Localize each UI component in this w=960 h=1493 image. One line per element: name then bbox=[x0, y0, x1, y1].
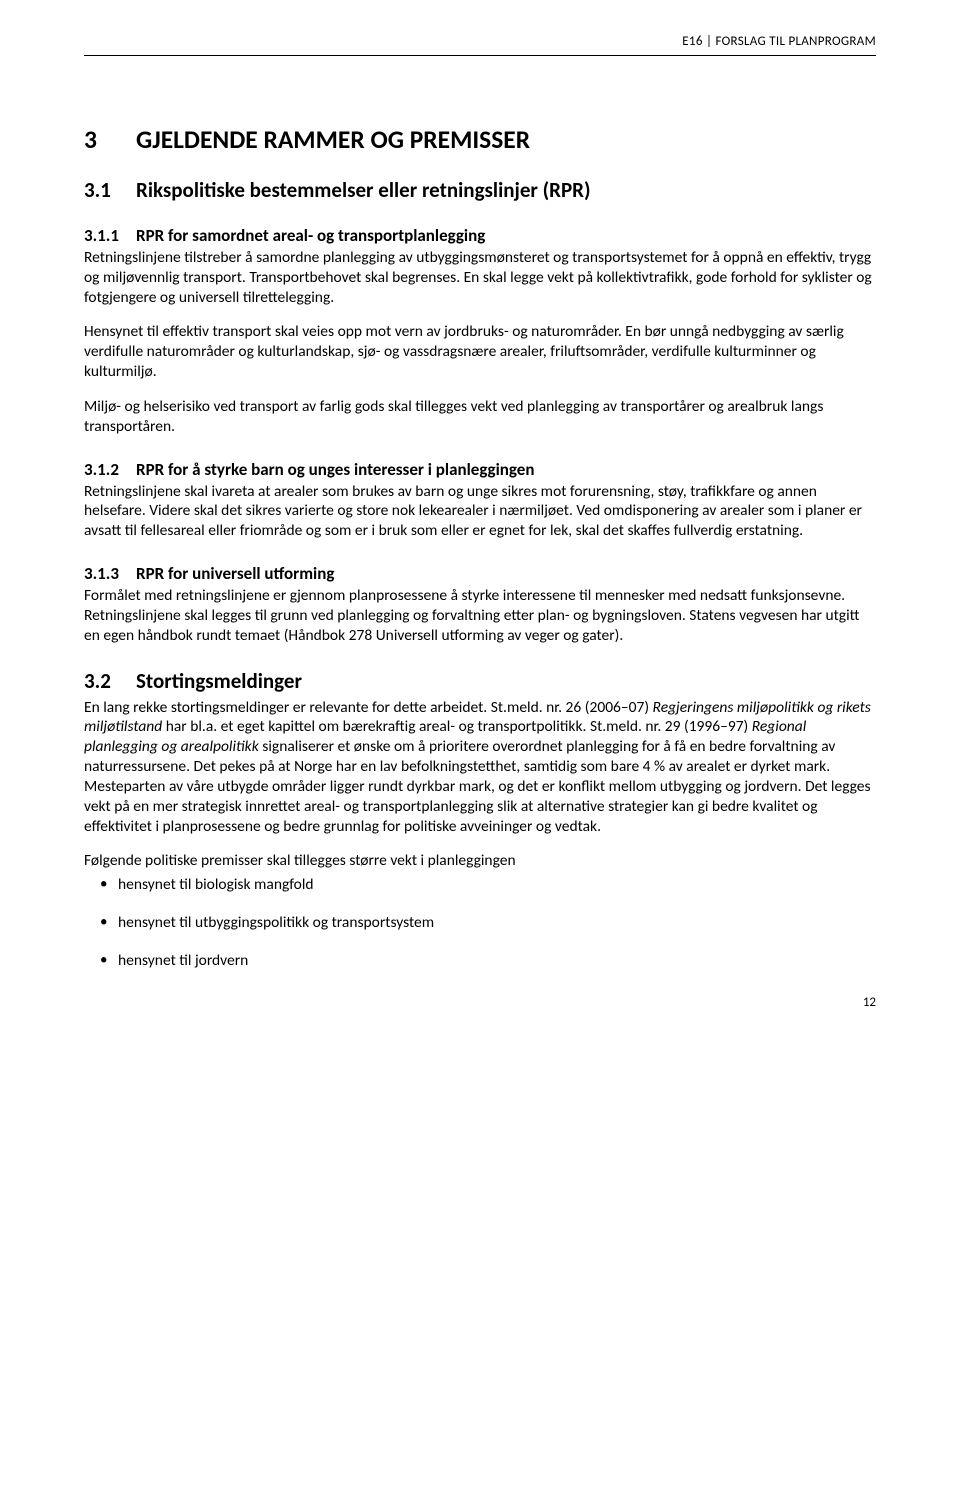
paragraph-3-2-b: Følgende politiske premisser skal tilleg… bbox=[84, 851, 876, 871]
paragraph-3-1-1-c: Miljø- og helserisiko ved transport av f… bbox=[84, 397, 876, 437]
heading-3-title: GJELDENDE RAMMER OG PREMISSER bbox=[136, 124, 530, 155]
heading-3-1-title: Rikspolitiske bestemmelser eller retning… bbox=[136, 177, 591, 203]
page-number: 12 bbox=[84, 995, 876, 1010]
paragraph-3-1-2-a: Retningslinjene skal ivareta at arealer … bbox=[84, 482, 876, 541]
heading-3-1-2-title: RPR for å styrke barn og unges interesse… bbox=[136, 459, 534, 480]
header-rule bbox=[84, 55, 876, 56]
heading-3-1-1: 3.1.1RPR for samordnet areal- og transpo… bbox=[84, 225, 876, 246]
heading-3-2-num: 3.2 bbox=[84, 668, 136, 694]
heading-3-1: 3.1Rikspolitiske bestemmelser eller retn… bbox=[84, 177, 876, 203]
paragraph-3-2-a-part1: En lang rekke stortingsmeldinger er rele… bbox=[84, 698, 653, 717]
heading-3-2-title: Stortingsmeldinger bbox=[136, 668, 302, 694]
paragraph-3-1-1-a: Retningslinjene tilstreber å samordne pl… bbox=[84, 248, 876, 307]
heading-3-1-1-title: RPR for samordnet areal- og transportpla… bbox=[136, 225, 485, 246]
list-item: hensynet til jordvern bbox=[118, 951, 876, 971]
page-header-right: E16 | FORSLAG TIL PLANPROGRAM bbox=[84, 34, 876, 49]
paragraph-3-2-a: En lang rekke stortingsmeldinger er rele… bbox=[84, 698, 876, 837]
heading-3-1-num: 3.1 bbox=[84, 177, 136, 203]
paragraph-3-1-1-b: Hensynet til effektiv transport skal vei… bbox=[84, 322, 876, 381]
paragraph-3-2-a-part2: har bl.a. et eget kapittel om bærekrafti… bbox=[162, 717, 752, 736]
paragraph-3-1-3-a: Formålet med retningslinjene er gjennom … bbox=[84, 586, 876, 645]
heading-3-1-3-title: RPR for universell utforming bbox=[136, 563, 334, 584]
heading-3-1-3: 3.1.3RPR for universell utforming bbox=[84, 563, 876, 584]
heading-3-1-1-num: 3.1.1 bbox=[84, 225, 136, 246]
list-item: hensynet til biologisk mangfold bbox=[118, 875, 876, 895]
heading-3-1-3-num: 3.1.3 bbox=[84, 563, 136, 584]
heading-3-2: 3.2Stortingsmeldinger bbox=[84, 668, 876, 694]
heading-3-1-2-num: 3.1.2 bbox=[84, 459, 136, 480]
heading-3-num: 3 bbox=[84, 124, 136, 155]
bullet-list-3-2: hensynet til biologisk mangfold hensynet… bbox=[84, 875, 876, 970]
heading-3: 3GJELDENDE RAMMER OG PREMISSER bbox=[84, 124, 876, 155]
list-item: hensynet til utbyggingspolitikk og trans… bbox=[118, 913, 876, 933]
heading-3-1-2: 3.1.2RPR for å styrke barn og unges inte… bbox=[84, 459, 876, 480]
